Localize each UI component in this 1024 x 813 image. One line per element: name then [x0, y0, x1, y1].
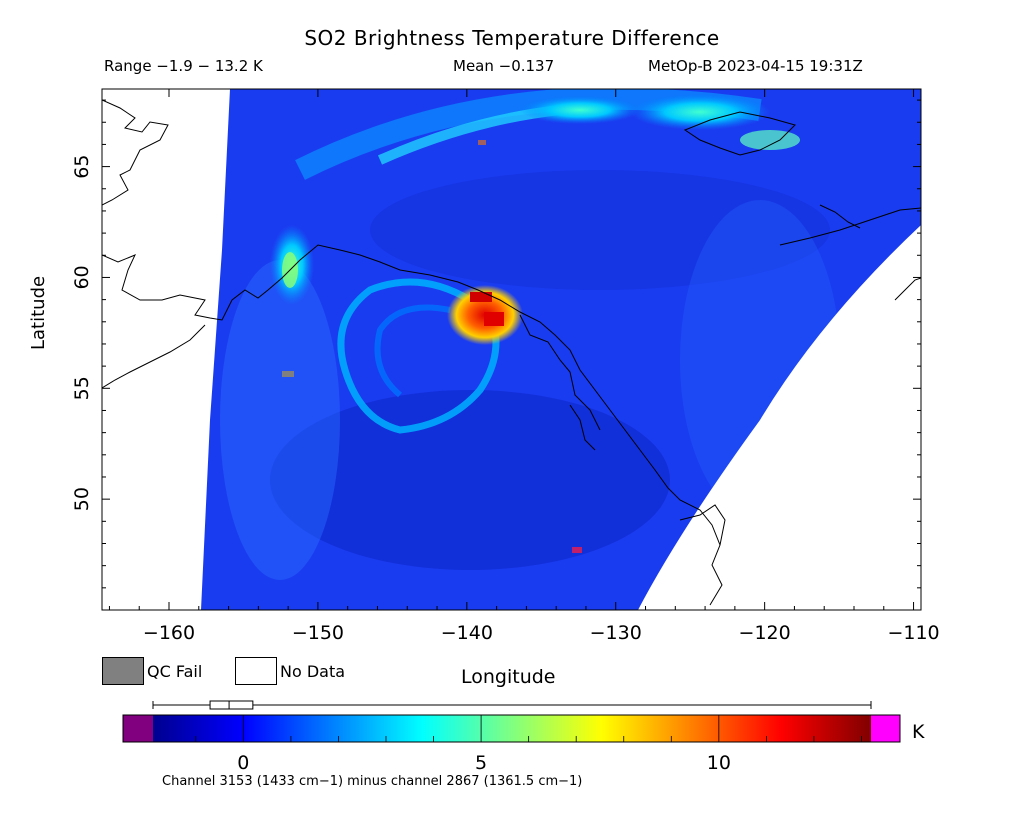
y-tick-label: 55 — [71, 376, 93, 400]
mean-label: Mean −0.137 — [453, 57, 555, 75]
colorbar-frame — [122, 714, 901, 743]
x-tick-label: −120 — [739, 622, 791, 644]
x-tick-label: −140 — [441, 622, 493, 644]
channel-footnote: Channel 3153 (1433 cm−1) minus channel 2… — [162, 774, 583, 789]
y-axis-label: Latitude — [28, 275, 49, 350]
x-tick-label: −110 — [887, 622, 939, 644]
colorbar-ramp — [153, 715, 871, 742]
colorbar-tick-label: 10 — [707, 752, 731, 774]
qc-fail-label: QC Fail — [147, 662, 203, 681]
data-field — [102, 89, 921, 610]
boxplot-box — [209, 700, 254, 710]
qc-fail-pixel — [282, 371, 294, 377]
coastlines — [102, 99, 921, 606]
x-axis-label: Longitude — [461, 666, 556, 688]
colorbar-over — [871, 715, 900, 742]
colorbar: 0 5 10 — [122, 714, 901, 774]
colorbar-unit: K — [912, 721, 925, 743]
colorbar-tick-label: 5 — [475, 752, 487, 774]
swath-field — [201, 89, 921, 610]
colorbar-tick-label: 0 — [237, 752, 249, 774]
plot-frame — [101, 88, 922, 611]
x-tick-label: −130 — [590, 622, 642, 644]
qc-fail-swatch — [102, 657, 144, 685]
satellite-time-label: MetOp-B 2023-04-15 19:31Z — [648, 57, 863, 75]
distribution-boxplot — [152, 700, 872, 710]
x-tick-label: −160 — [143, 622, 195, 644]
no-data-label: No Data — [280, 662, 346, 681]
no-data-swatch — [235, 657, 277, 685]
y-axis-ticks: 65 60 55 50 — [71, 99, 921, 589]
y-tick-label: 50 — [71, 487, 93, 511]
x-axis-ticks: −160 −150 −140 −130 −120 −110 — [108, 89, 940, 644]
range-label: Range −1.9 − 13.2 K — [104, 57, 263, 75]
y-tick-label: 65 — [71, 155, 93, 179]
chart-title: SO2 Brightness Temperature Difference — [304, 26, 720, 50]
x-tick-label: −150 — [292, 622, 344, 644]
colorbar-under — [123, 715, 153, 742]
y-tick-label: 60 — [71, 265, 93, 289]
